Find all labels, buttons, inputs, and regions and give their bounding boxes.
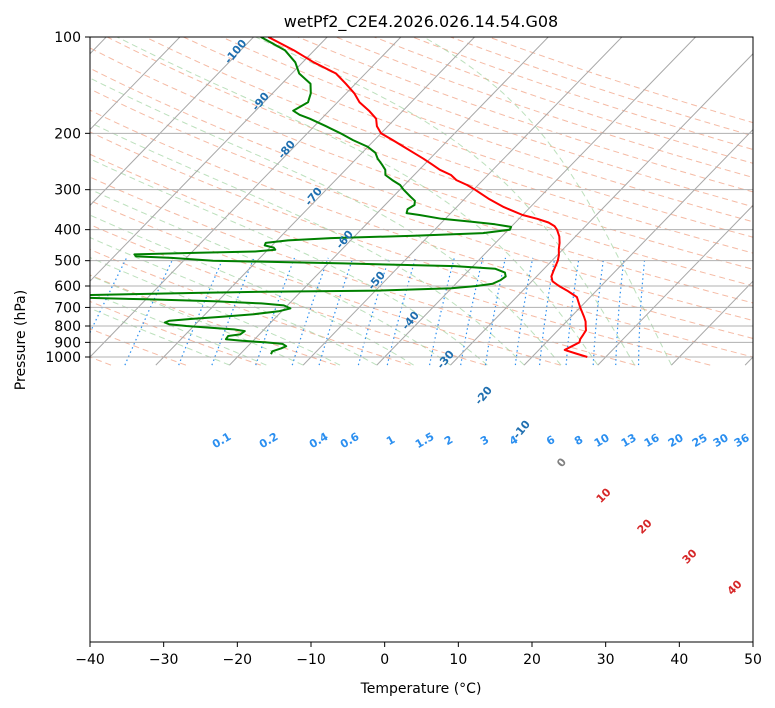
x-tick-label: −40 [75, 652, 105, 668]
x-tick-label: 10 [449, 652, 467, 668]
isotherm [523, 128, 753, 366]
x-tick-label: −20 [223, 652, 253, 668]
mixing-ratio-line [255, 257, 296, 366]
y-tick-label: 100 [54, 30, 81, 46]
x-tick-label: 30 [597, 652, 615, 668]
dry-adiabat [90, 153, 711, 366]
temperature-profile [267, 37, 588, 358]
mixing-ratio-line [211, 257, 255, 366]
plot-content: -100-90-80-70-60-50-40-30-20-1000.1 0.2 0.… [90, 37, 753, 598]
isotherm [90, 37, 402, 358]
moist-adiabat [90, 158, 488, 366]
isotherm [90, 37, 255, 207]
dry-adiabats [90, 37, 753, 366]
y-tick-label: 500 [54, 254, 81, 270]
dry-adiabat [297, 37, 753, 193]
dry-adiabat [335, 37, 753, 178]
x-axis: −40 −30 −20 −10 0 10 20 30 40 50 [75, 642, 762, 668]
dry-adiabat [106, 37, 753, 270]
isotherm [302, 37, 623, 366]
dry-adiabat [221, 37, 753, 223]
y-tick-label: 800 [54, 319, 81, 335]
mixing-ratio-lines [90, 257, 646, 366]
moist-adiabat [255, 37, 636, 366]
isotherm [90, 37, 181, 131]
x-tick-label: 50 [744, 652, 762, 668]
moist-adiabat [90, 214, 414, 366]
plot-frame [89, 36, 754, 643]
y-tick-label: 200 [54, 126, 81, 142]
chart-title: wetPf2_C2E4.2026.026.14.54.G08 [284, 12, 558, 32]
mixing-ratio-line [291, 257, 329, 366]
isotherm [450, 53, 753, 366]
x-axis-label: Temperature (°C) [360, 681, 482, 697]
isotherm [155, 37, 476, 366]
isotherm [90, 37, 328, 282]
x-tick-label: −30 [149, 652, 179, 668]
mixing-ratio-line [318, 257, 354, 366]
x-tick-label: 40 [670, 652, 688, 668]
sounding-series [90, 37, 588, 358]
isotherm [376, 37, 697, 366]
mixing-ratio-line [178, 257, 224, 366]
x-tick-label: −10 [296, 652, 326, 668]
y-tick-label: 1000 [45, 350, 81, 366]
dry-adiabat [90, 67, 753, 304]
plot-area [90, 37, 753, 642]
dry-adiabat [145, 37, 753, 254]
dewpoint-profile [90, 37, 513, 355]
y-tick-label: 700 [54, 300, 81, 316]
mixing-ratio-line [357, 257, 390, 366]
isotherm [597, 204, 753, 366]
dry-adiabat [90, 109, 753, 339]
y-tick-label: 600 [54, 279, 81, 295]
y-tick-label: 900 [54, 335, 81, 351]
moist-adiabat [116, 37, 599, 366]
y-tick-label: 400 [54, 223, 81, 239]
dry-adiabat [90, 88, 753, 322]
x-tick-label: 20 [523, 652, 541, 668]
y-tick-label: 300 [54, 183, 81, 199]
x-tick-label: 0 [380, 652, 389, 668]
y-axis-label: Pressure (hPa) [13, 290, 29, 390]
isotherm [671, 280, 753, 366]
